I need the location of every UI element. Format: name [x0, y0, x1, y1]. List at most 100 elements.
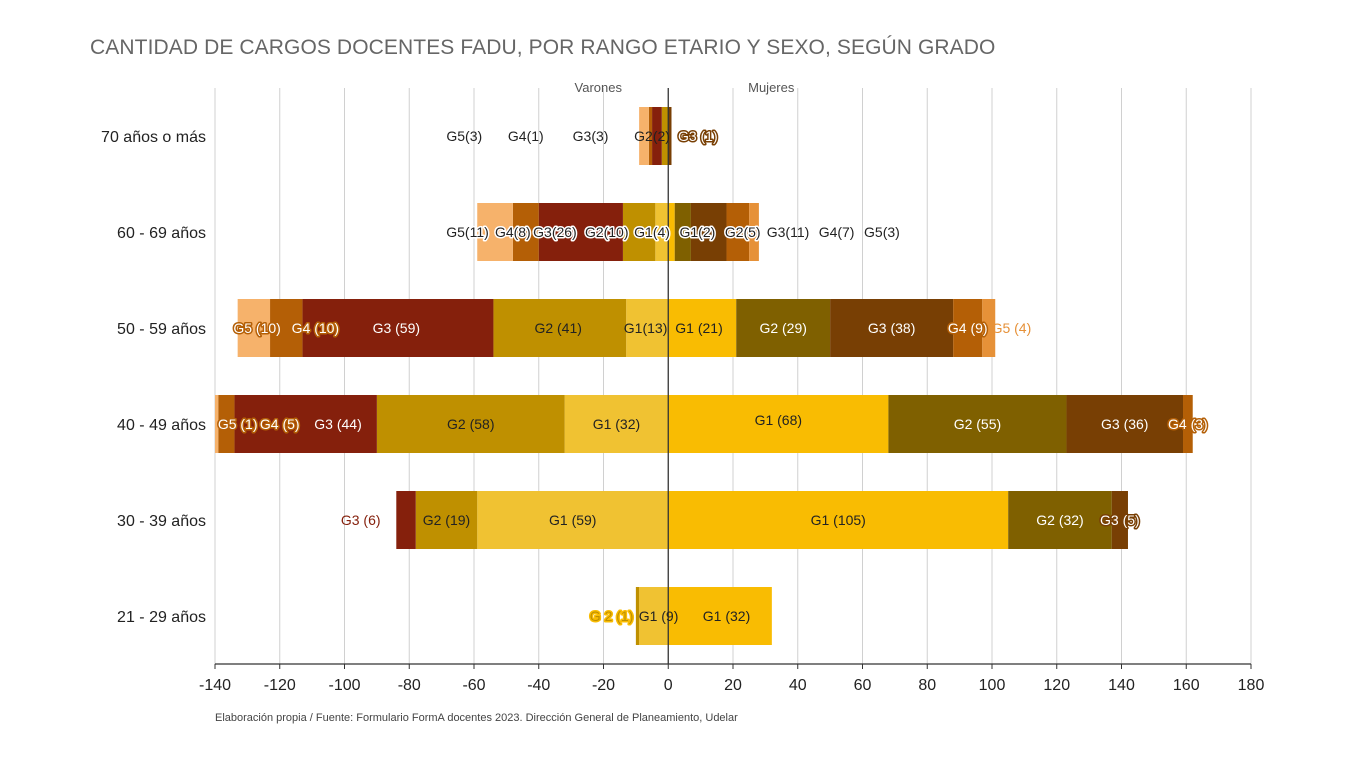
data-label: G2(2) [634, 128, 670, 144]
data-label: G3(11) [767, 224, 810, 240]
x-tick-label: 100 [979, 677, 1006, 694]
data-label: G2 (29) [759, 320, 806, 336]
bar-segment [674, 203, 691, 261]
category-label: 21 - 29 años [117, 609, 206, 626]
bar-segment [668, 203, 675, 261]
bar-segment [668, 395, 889, 453]
data-label: G5 (1) [218, 416, 258, 432]
category-label: 60 - 69 años [117, 225, 206, 242]
x-tick-label: -140 [199, 677, 231, 694]
chart-title: CANTIDAD DE CARGOS DOCENTES FADU, POR RA… [90, 36, 996, 59]
data-label: G2(10) [585, 224, 629, 240]
data-label: G3 (44) [314, 416, 361, 432]
data-label: G4(1) [508, 128, 544, 144]
x-tick-label: 140 [1108, 677, 1135, 694]
data-label: G5(11) [446, 224, 489, 240]
bar-segment [218, 395, 235, 453]
bar-segment [639, 587, 669, 645]
bar-segment [953, 299, 983, 357]
bar-segment [234, 395, 377, 453]
data-label: G1 (21) [675, 320, 722, 336]
category-label: 50 - 59 años [117, 321, 206, 338]
bar-segment [1183, 395, 1193, 453]
data-label: G2 (32) [1036, 512, 1083, 528]
data-label: G1 (59) [549, 512, 596, 528]
data-label: G4 (3) [1168, 416, 1208, 432]
data-label: G4 (10) [292, 320, 339, 336]
data-label: G1(4) [634, 224, 670, 240]
x-tick-label: -100 [328, 677, 360, 694]
category-label: 40 - 49 años [117, 417, 206, 434]
data-label: G3 (6) [341, 512, 381, 528]
bar-segment [396, 491, 416, 549]
data-label: G1 (32) [593, 416, 640, 432]
bar-segment [668, 587, 772, 645]
x-tick-label: 160 [1173, 677, 1200, 694]
bar-segment [749, 203, 759, 261]
bar-segment [215, 395, 219, 453]
data-label: G3(3) [573, 128, 609, 144]
bar-segment [493, 299, 627, 357]
data-label: G2 (19) [423, 512, 470, 528]
x-tick-label: 0 [664, 677, 673, 694]
x-tick-label: -80 [398, 677, 421, 694]
bar-segment [538, 203, 623, 261]
data-label: G 2 (1) [590, 608, 634, 624]
category-label: 30 - 39 años [117, 513, 206, 530]
x-tick-label: 40 [789, 677, 807, 694]
data-label: G4 (5) [260, 416, 300, 432]
category-label: 70 años o más [101, 129, 206, 146]
x-tick-label: 180 [1238, 677, 1265, 694]
bar-segment [626, 299, 669, 357]
bar-segment [237, 299, 271, 357]
data-label: G3(26) [533, 224, 577, 240]
data-label: G3 (5) [1100, 512, 1140, 528]
bar-segment [888, 395, 1067, 453]
bar-segment [376, 395, 565, 453]
x-tick-label: 120 [1043, 677, 1070, 694]
x-tick-label: 20 [724, 677, 742, 694]
bar-segment [1008, 491, 1112, 549]
data-label: G2(5) [725, 224, 761, 240]
bar-segment [512, 203, 539, 261]
bar-segment [668, 299, 737, 357]
data-label: G2 (58) [447, 416, 494, 432]
data-label: G2 (55) [954, 416, 1001, 432]
data-label: G1 (68) [755, 412, 802, 428]
bar-segment [1111, 491, 1128, 549]
data-label: G5 (10) [233, 320, 280, 336]
x-tick-label: 60 [854, 677, 872, 694]
data-label: G1 (105) [811, 512, 866, 528]
bar-segment [477, 203, 513, 261]
data-label: G1 (9) [639, 608, 679, 624]
side-label-right: Mujeres [748, 80, 795, 95]
bar-segment [648, 107, 653, 165]
data-label: G5 (4) [992, 320, 1032, 336]
data-label: G4(7) [819, 224, 855, 240]
data-label: G3 (1) [678, 128, 718, 144]
side-label-left: Varones [575, 80, 623, 95]
bar-segment [302, 299, 494, 357]
data-label: G3 (38) [868, 320, 915, 336]
data-label: G5(3) [446, 128, 482, 144]
bar-segment [415, 491, 478, 549]
bar-segment [726, 203, 750, 261]
bar-segment [1066, 395, 1184, 453]
bar-segment [668, 491, 1009, 549]
x-tick-label: -120 [264, 677, 296, 694]
bar-segment [661, 107, 669, 165]
bar-segment [639, 107, 649, 165]
data-label: G5(3) [864, 224, 900, 240]
bar-segment [564, 395, 669, 453]
x-tick-label: 80 [918, 677, 936, 694]
data-label: G3 (36) [1101, 416, 1148, 432]
x-tick-label: -20 [592, 677, 615, 694]
data-label: G2 (41) [534, 320, 581, 336]
bar-segment [622, 203, 656, 261]
bar-segment [635, 587, 640, 645]
bar-segment [668, 107, 672, 165]
data-label: G1 (32) [703, 608, 750, 624]
bar-segment [830, 299, 954, 357]
data-label: G4 (9) [948, 320, 988, 336]
